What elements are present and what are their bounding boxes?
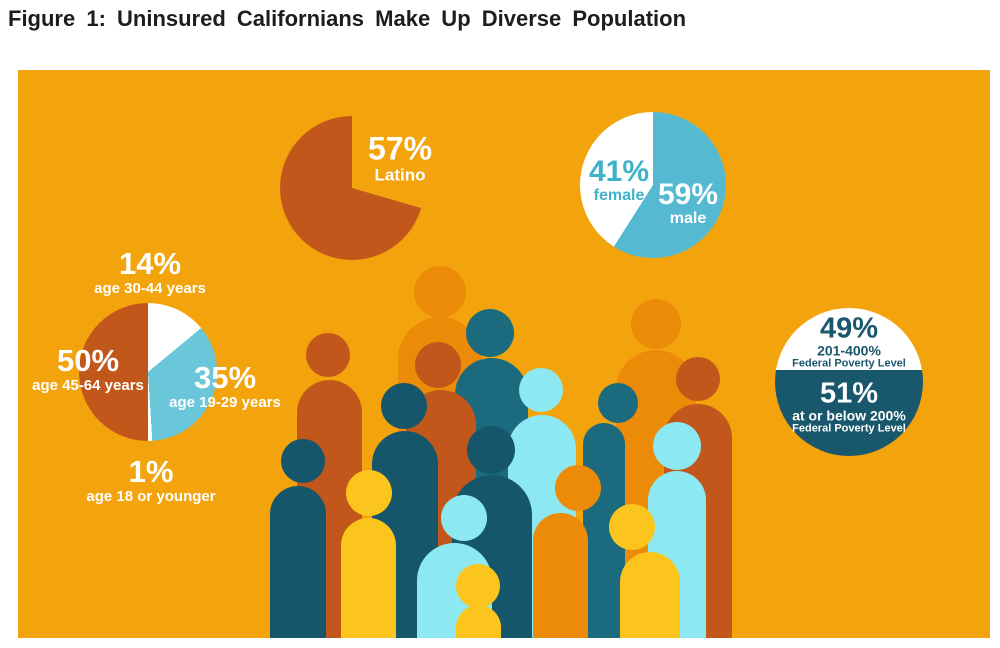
person-head — [281, 439, 325, 483]
person-head — [519, 368, 563, 412]
fpl-upper-stat: 49% 201-400% Federal Poverty Level — [792, 312, 906, 371]
person-body — [620, 552, 680, 638]
female-value: 41% — [588, 154, 650, 188]
figure-title: Figure 1: Uninsured Californians Make Up… — [8, 6, 687, 31]
person-head — [415, 342, 461, 388]
poverty-pie-chart — [775, 308, 923, 456]
latino-label: Latino — [374, 164, 426, 184]
male-label: male — [669, 209, 707, 227]
age-30-44-label: age 30-44 years — [94, 279, 206, 297]
person-head — [306, 333, 350, 377]
person-head — [381, 383, 427, 429]
person-body — [341, 518, 396, 638]
age-30-44-stat: 14% age 30-44 years — [94, 245, 206, 297]
age-18-label: age 18 or younger — [86, 487, 216, 505]
gender-pie-chart — [580, 112, 726, 258]
age-19-29-value: 35% — [193, 359, 257, 395]
female-stat: 41% female — [589, 156, 649, 204]
person-head — [653, 422, 701, 470]
age-30-44-value: 14% — [118, 245, 182, 281]
age-pie-chart — [79, 303, 217, 441]
fpl-lower-range: at or below 200% — [792, 408, 906, 425]
person-head — [466, 309, 514, 357]
age-19-29-label: age 19-29 years — [169, 393, 281, 411]
person-head — [555, 465, 601, 511]
female-label: female — [593, 186, 645, 204]
age-19-29-stat: 35% age 19-29 years — [169, 359, 281, 411]
person-head — [441, 495, 487, 541]
latino-pie-chart — [280, 116, 424, 260]
fpl-upper-sub: Federal Poverty Level — [792, 357, 906, 370]
person-head — [676, 357, 720, 401]
age-45-64-stat: 50% age 45-64 years — [32, 342, 144, 394]
fpl-lower-value: 51% — [819, 377, 879, 410]
person-head — [346, 470, 392, 516]
person-head — [609, 504, 655, 550]
person-head — [456, 564, 500, 608]
person-head — [631, 299, 681, 349]
person-head — [414, 266, 466, 318]
crowd-of-people — [18, 70, 990, 638]
age-45-64-label: age 45-64 years — [32, 376, 144, 394]
fpl-upper-range: 201-400% — [817, 343, 881, 360]
fpl-lower-sub: Federal Poverty Level — [792, 422, 906, 435]
person-body — [456, 605, 501, 638]
age-18-value: 1% — [128, 453, 174, 489]
person-head — [598, 383, 638, 423]
male-value: 59% — [657, 177, 719, 211]
latino-value: 57% — [367, 130, 433, 167]
person-body — [533, 513, 588, 638]
age-45-64-value: 50% — [56, 342, 120, 378]
male-stat: 59% male — [658, 179, 718, 227]
person-head — [467, 426, 515, 474]
fpl-lower-stat: 51% at or below 200% Federal Poverty Lev… — [792, 377, 906, 436]
fpl-upper-value: 49% — [819, 312, 879, 345]
infographic-panel: 57% Latino 41% female 59% male 14% age 3… — [18, 70, 990, 638]
person-body — [270, 486, 326, 638]
latino-stat: 57% Latino — [367, 130, 433, 184]
age-18-stat: 1% age 18 or younger — [86, 453, 216, 505]
